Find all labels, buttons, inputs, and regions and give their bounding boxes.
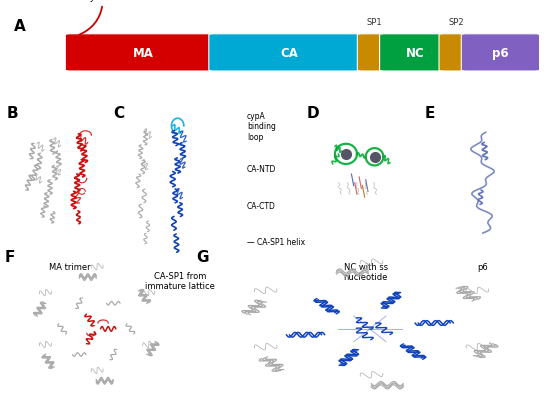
Text: CA: CA [280, 47, 298, 60]
Text: — CA-SP1 helix: — CA-SP1 helix [247, 237, 305, 247]
Text: G: G [196, 249, 208, 264]
Text: NC: NC [406, 47, 425, 60]
FancyBboxPatch shape [461, 35, 540, 72]
Text: CA-CTD: CA-CTD [247, 201, 276, 210]
Text: cypA
binding
loop: cypA binding loop [247, 112, 276, 141]
FancyBboxPatch shape [65, 35, 221, 72]
FancyBboxPatch shape [358, 35, 392, 72]
Text: MA: MA [133, 47, 153, 60]
Text: C: C [113, 105, 124, 120]
Text: E: E [425, 106, 435, 121]
Text: myristate: myristate [79, 0, 125, 36]
Text: F: F [4, 249, 14, 264]
Text: A: A [14, 19, 26, 34]
Text: D: D [306, 106, 319, 121]
Text: SP2: SP2 [448, 18, 464, 27]
FancyBboxPatch shape [439, 35, 473, 72]
Text: p6: p6 [492, 47, 509, 60]
Text: p6: p6 [477, 262, 488, 271]
FancyBboxPatch shape [209, 35, 369, 72]
Text: B: B [6, 106, 18, 121]
Text: NC with ss
nucleotide: NC with ss nucleotide [344, 262, 388, 282]
Text: CA-NTD: CA-NTD [247, 164, 276, 174]
Text: CA-SP1 from
immature lattice: CA-SP1 from immature lattice [145, 271, 215, 290]
FancyBboxPatch shape [379, 35, 451, 72]
Text: SP1: SP1 [367, 18, 382, 27]
Text: MA trimer: MA trimer [50, 262, 91, 271]
